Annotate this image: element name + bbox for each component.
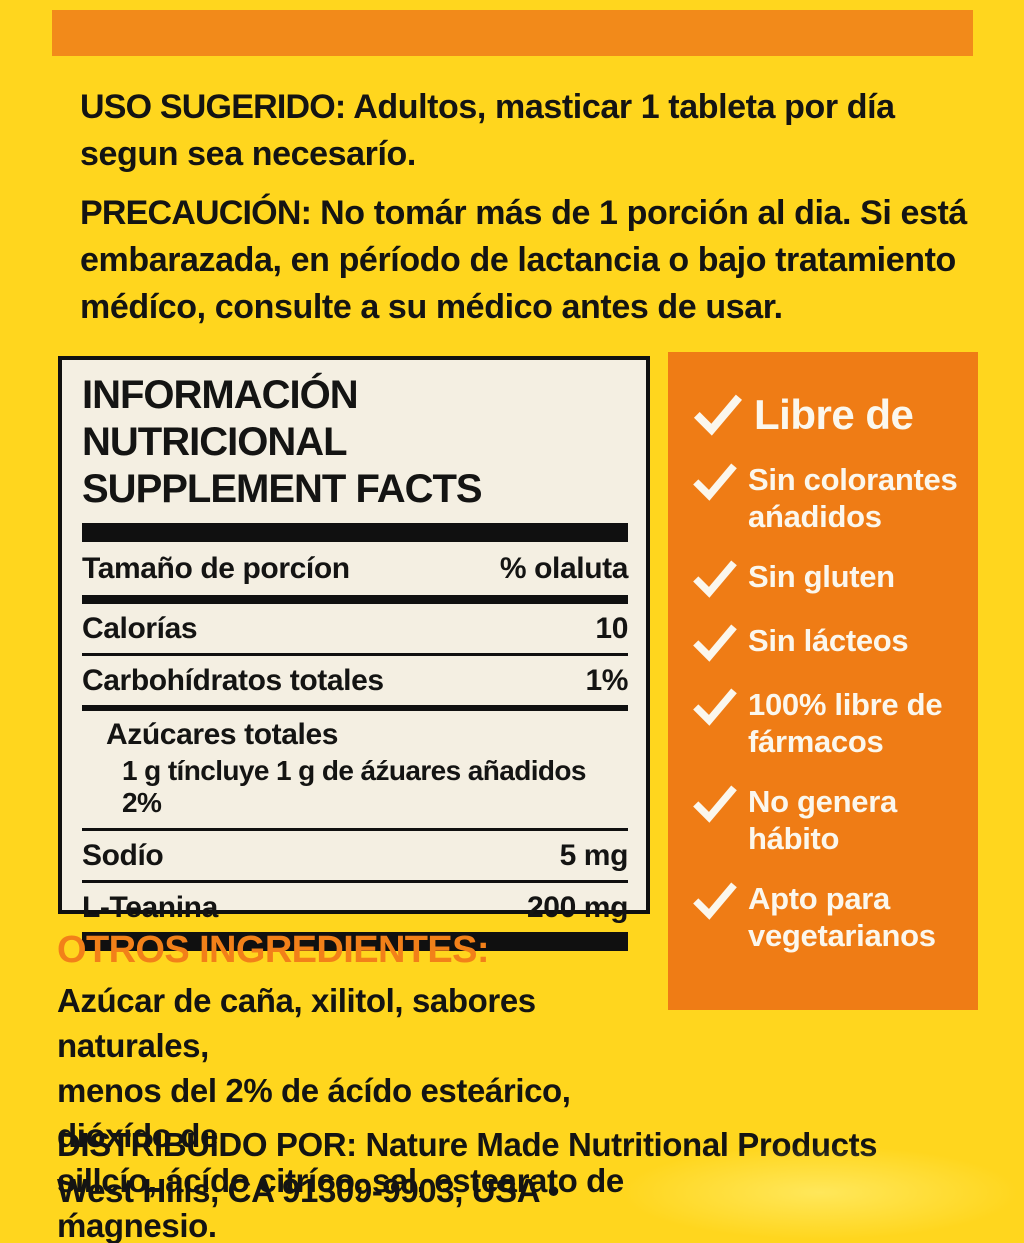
other-ingredients-heading: OTROS INGREDIENTES: xyxy=(57,929,490,971)
claim-line: vegetarianos xyxy=(748,918,936,953)
check-icon xyxy=(693,624,737,662)
distributor-section: DISTRIBUIDO POR: Nature Made Nutritional… xyxy=(57,1122,987,1214)
facts-row-value: 5 mg xyxy=(559,839,629,872)
claim-text: 100% libre de fármacos xyxy=(748,686,943,760)
other-ingredients-text: Azúcar de caña, xilitol, sabores natural… xyxy=(57,978,675,1243)
facts-row-carbs: Carbohídratos totales 1% xyxy=(82,656,628,711)
suggested-use-heading: USO SUGERIDO: xyxy=(80,88,346,126)
check-icon xyxy=(693,688,737,726)
ingredients-line: sillcío, ácído citríco, sal, estearato d… xyxy=(57,1162,624,1243)
facts-row-value: 1% xyxy=(585,664,628,697)
claim-text: Sin lácteos xyxy=(748,622,909,659)
free-claims-panel: Libre de Sin colorantes ańadidos Sin glu… xyxy=(668,352,978,1010)
check-icon xyxy=(693,394,743,436)
facts-row-calories: Calorías 10 xyxy=(82,604,628,656)
facts-row-label: Sodío xyxy=(82,839,164,872)
claim-line: Sin colorantes xyxy=(748,462,958,497)
claim-text: Sin gluten xyxy=(748,558,895,595)
claim-line: Apto para xyxy=(748,881,890,916)
facts-row-label: L-Teanina xyxy=(82,891,218,924)
top-orange-bar xyxy=(52,10,973,56)
distributor-line: West Hills, CA 91309-9903, USA • xyxy=(57,1172,559,1209)
claim-line: 100% libre de xyxy=(748,687,943,722)
claim-item: Sin lácteos xyxy=(692,622,962,663)
check-icon xyxy=(693,463,737,501)
claim-text: Libre de xyxy=(754,391,914,438)
facts-divider-bar xyxy=(82,932,628,951)
precaution-text: No tomár más de 1 porción al dia. Si est… xyxy=(311,194,967,232)
facts-row-value: 200 mg xyxy=(527,891,628,924)
claim-line: hábito xyxy=(748,821,840,856)
facts-title: INFORMACIÓN NUTRICIONAL SUPPLEMENT FACTS xyxy=(82,372,628,513)
check-icon xyxy=(693,785,737,823)
check-icon xyxy=(693,882,737,920)
claim-line: fármacos xyxy=(748,724,884,759)
facts-divider-bar xyxy=(82,595,628,604)
claim-item: Libre de xyxy=(692,392,962,438)
facts-row-label: Calorías xyxy=(82,612,198,645)
claim-line: Sin gluten xyxy=(748,559,895,594)
precaution-line: PRECAUCIÓN: No tomár más de 1 porción al… xyxy=(80,190,990,237)
ingredients-line: menos del 2% de ácído esteárico, dióxído… xyxy=(57,1072,571,1154)
facts-row-sodium: Sodío 5 mg xyxy=(82,831,628,883)
suggested-use-text: Adultos, masticar 1 tableta por día xyxy=(345,88,895,126)
claim-item: Apto para vegetarianos xyxy=(692,880,962,954)
facts-serving-row: Tamaño de porcíon % olaluta xyxy=(82,542,628,595)
facts-title-line2: SUPPLEMENT FACTS xyxy=(82,467,483,511)
precaution-line: embarazada, en péríodo de lactancia o ba… xyxy=(80,241,956,279)
facts-divider-bar xyxy=(82,523,628,542)
claim-text: Apto para vegetarianos xyxy=(748,880,936,954)
claim-line: No genera xyxy=(748,784,897,819)
claim-line: Sin lácteos xyxy=(748,623,909,658)
other-ingredients-section: OTROS INGREDIENTES: Azúcar de caña, xili… xyxy=(57,928,675,1243)
suggested-use-line: segun sea necesarío. xyxy=(80,135,416,173)
claim-line: ańadidos xyxy=(748,499,882,534)
suggested-use-line: USO SUGERIDO: Adultos, masticar 1 tablet… xyxy=(80,84,960,131)
ingredients-line: Azúcar de caña, xilitol, sabores natural… xyxy=(57,982,536,1064)
facts-row-label: Carbohídratos totales xyxy=(82,664,384,697)
claim-item: 100% libre de fármacos xyxy=(692,686,962,760)
facts-row-sugars: Azúcares totales xyxy=(82,711,628,753)
facts-serving-value: % olaluta xyxy=(499,552,628,585)
facts-serving-label: Tamaño de porcíon xyxy=(82,552,350,585)
facts-row-label: Azúcares totales xyxy=(106,718,339,751)
facts-row-label: 1 g tíncluye 1 g de áźuares añadidos 2% xyxy=(122,755,586,818)
facts-title-line1: INFORMACIÓN NUTRICIONAL xyxy=(82,373,359,464)
claim-line: Libre de xyxy=(754,391,914,438)
claim-text: Sin colorantes ańadidos xyxy=(748,461,958,535)
facts-row-value: 10 xyxy=(595,612,628,645)
precaution-heading: PRECAUCIÓN: xyxy=(80,194,312,232)
facts-row-added-sugars: 1 g tíncluye 1 g de áźuares añadidos 2% xyxy=(82,753,628,831)
claim-item: Sin colorantes ańadidos xyxy=(692,461,962,535)
claim-text: No genera hábito xyxy=(748,783,897,857)
precaution-line: médíco, consulte a su médico antes de us… xyxy=(80,288,783,326)
facts-row-theanine: L-Teanina 200 mg xyxy=(82,883,628,932)
suggested-use-section: USO SUGERIDO: Adultos, masticar 1 tablet… xyxy=(80,84,960,178)
claim-item: No genera hábito xyxy=(692,783,962,857)
claim-item: Sin gluten xyxy=(692,558,962,599)
distributor-line: DISTRIBUIDO POR: Nature Made Nutritional… xyxy=(57,1126,878,1163)
check-icon xyxy=(693,560,737,598)
supplement-facts-panel: INFORMACIÓN NUTRICIONAL SUPPLEMENT FACTS… xyxy=(58,356,650,951)
precaution-section: PRECAUCIÓN: No tomár más de 1 porción al… xyxy=(80,190,990,331)
